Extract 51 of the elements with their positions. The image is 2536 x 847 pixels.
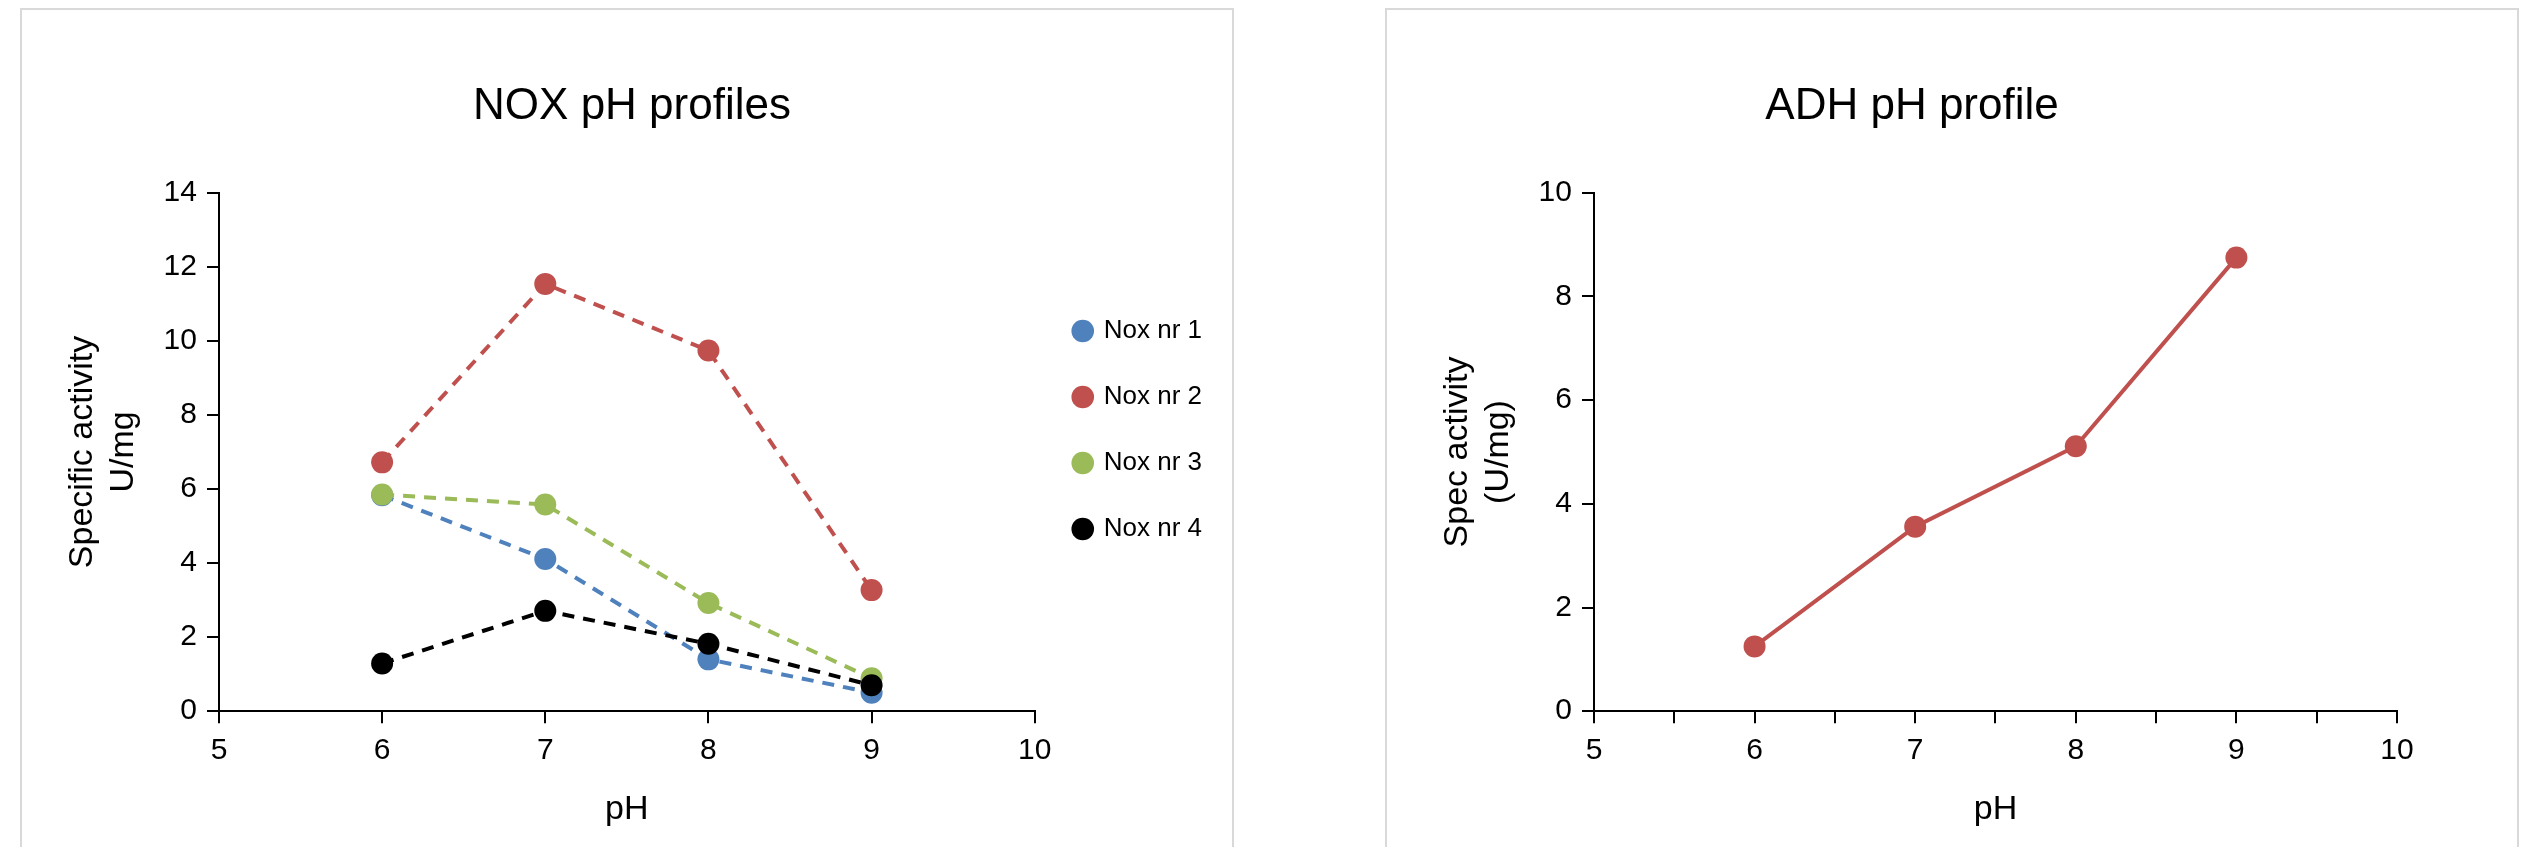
y-tick-label: 0 <box>180 692 197 726</box>
x-tick-label: 8 <box>2067 732 2085 766</box>
y-tick-label: 2 <box>1555 588 1572 622</box>
point <box>860 579 883 602</box>
y-axis-title: Spec activity (U/mg) <box>1435 356 1515 548</box>
legend-label: Nox nr 3 <box>1103 446 1202 477</box>
x-axis-title: pH <box>1973 787 2018 826</box>
legend-label: Nox nr 1 <box>1103 314 1202 345</box>
point <box>534 272 557 295</box>
point <box>371 451 394 474</box>
point <box>860 674 883 697</box>
point <box>697 632 720 655</box>
chart-title: ADH pH profile <box>1765 78 2059 128</box>
y-tick-label: 8 <box>180 396 197 430</box>
y-tick-label: 12 <box>163 248 197 282</box>
y-tick-label: 0 <box>1555 692 1572 726</box>
y-tick-label: 10 <box>1538 174 1572 208</box>
x-tick-label: 10 <box>1018 732 1052 766</box>
point <box>2225 246 2248 269</box>
legend-label: Nox nr 4 <box>1103 512 1202 543</box>
y-tick-label: 14 <box>163 174 197 208</box>
y-tick-label: 2 <box>180 618 197 652</box>
point <box>1743 635 1766 658</box>
x-tick-label: 8 <box>700 732 717 766</box>
y-tick-label: 10 <box>163 322 197 356</box>
point <box>534 493 557 516</box>
y-tick-label: 4 <box>180 544 197 578</box>
x-tick-label: 5 <box>1585 732 1603 766</box>
x-tick-label: 10 <box>2380 732 2414 766</box>
y-tick-label: 6 <box>180 470 197 504</box>
y-tick-label: 8 <box>1555 277 1572 311</box>
x-axis-title: pH <box>605 787 649 826</box>
y-tick-label: 6 <box>1555 381 1572 415</box>
x-tick-label: 7 <box>536 732 554 766</box>
point <box>534 548 557 571</box>
y-axis-title: Specific activity U/mg <box>60 335 140 569</box>
point <box>1904 515 1927 538</box>
x-tick-label: 7 <box>1906 732 1924 766</box>
x-tick-label: 9 <box>2228 732 2245 766</box>
x-tick-label: 6 <box>373 732 391 766</box>
x-tick-label: 5 <box>210 732 228 766</box>
point <box>697 592 720 615</box>
x-tick-label: 6 <box>1746 732 1763 766</box>
point <box>534 599 557 622</box>
chart-title: NOX pH profiles <box>473 78 791 128</box>
legend-label: Nox nr 2 <box>1103 380 1202 411</box>
y-tick-label: 4 <box>1555 485 1572 519</box>
point <box>2064 435 2087 458</box>
point <box>697 339 720 362</box>
x-tick-label: 9 <box>863 732 880 766</box>
point <box>371 652 394 675</box>
